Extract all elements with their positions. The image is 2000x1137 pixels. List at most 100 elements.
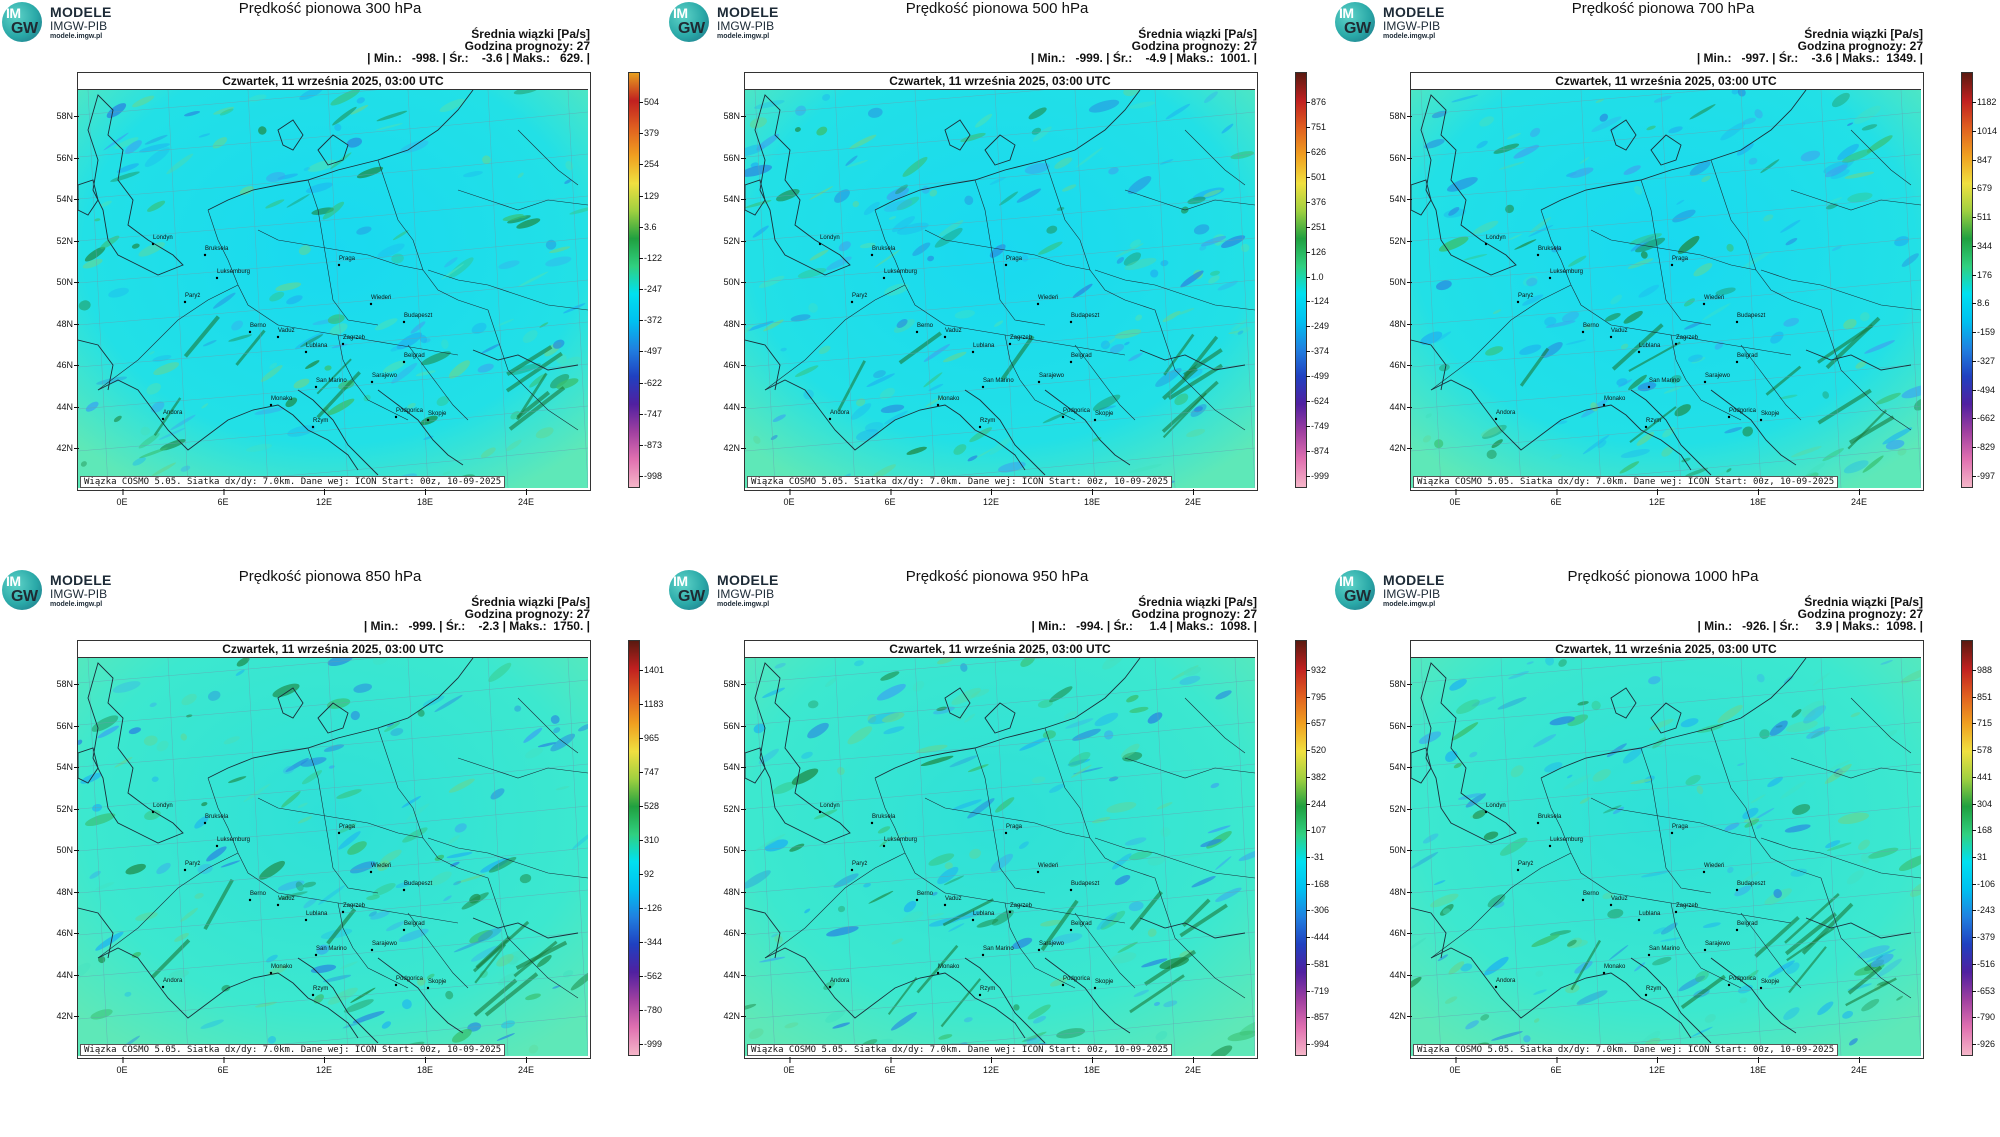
field-patch: [1561, 311, 1580, 323]
coastline: [754, 94, 851, 276]
field-patch: [745, 870, 771, 889]
field-patch: [1448, 961, 1465, 975]
graticule-lon: [1820, 658, 1842, 1056]
city-label: Skopje: [1095, 979, 1114, 985]
lat-tick-label: 58N: [56, 679, 79, 689]
colorbar-tick-label: -780: [638, 1005, 663, 1015]
info-forecast-hour: Godzina prognozy: 27: [1131, 607, 1257, 621]
city-label: Londyn: [820, 803, 840, 809]
field-patch: [745, 199, 772, 209]
imgw-logo[interactable]: IM GW MODELE IMGW-PIB modele.imgw.pl: [2, 2, 132, 46]
field-patch: [902, 911, 924, 923]
map-frame[interactable]: Czwartek, 11 września 2025, 03:00 UTC Lon…: [744, 72, 1258, 491]
imgw-logo[interactable]: IM GW MODELE IMGW-PIB modele.imgw.pl: [669, 2, 799, 46]
field-streak: [1784, 893, 1840, 944]
city-label: Belgrad: [1737, 353, 1758, 359]
country-border: [1760, 837, 1921, 879]
city-label: Sarajewo: [1705, 373, 1731, 379]
colorbar-tick-label: -874: [1305, 446, 1330, 457]
imgw-logo[interactable]: IM GW MODELE IMGW-PIB modele.imgw.pl: [2, 570, 132, 614]
map-frame[interactable]: Czwartek, 11 września 2025, 03:00 UTC Lon…: [744, 640, 1258, 1059]
field-patch: [1031, 127, 1042, 135]
field-patch: [1595, 98, 1605, 104]
field-patch: [1597, 440, 1607, 449]
info-units: Średnia wiązki [Pa/s]: [471, 595, 590, 609]
field-patch: [1831, 92, 1850, 108]
field-patch: [967, 798, 995, 819]
field-patch: [82, 258, 103, 269]
city-label: Podgorica: [1063, 976, 1091, 982]
field-patch: [1507, 233, 1522, 241]
field-patch: [1163, 1000, 1178, 1008]
field-patch: [1040, 919, 1062, 927]
field-patch: [521, 215, 527, 219]
colorbar-tick-label: -873: [638, 439, 663, 450]
imgw-logo[interactable]: IM GW MODELE IMGW-PIB modele.imgw.pl: [1335, 2, 1465, 46]
logo-line3: modele.imgw.pl: [1383, 33, 1436, 40]
field-background: [745, 658, 1255, 1056]
field-patch: [1156, 802, 1173, 810]
map-frame[interactable]: Czwartek, 11 września 2025, 03:00 UTC Lon…: [1410, 72, 1924, 491]
info-forecast-hour: Godzina prognozy: 27: [464, 607, 590, 621]
city-label: Vaduz: [278, 896, 295, 902]
field-patch: [376, 110, 408, 122]
country-border: [1124, 189, 1255, 211]
field-patch: [1128, 464, 1162, 473]
lat-tick-label: 44N: [56, 401, 79, 412]
coastline: [984, 702, 1016, 734]
field-patch: [501, 1020, 515, 1029]
map-frame[interactable]: Czwartek, 11 września 2025, 03:00 UTC Lon…: [77, 640, 591, 1059]
field-patch: [1770, 331, 1784, 344]
logo-mark-bottom: GW: [1344, 588, 1371, 605]
field-patch: [537, 742, 557, 748]
colorbar-tick-label: 1401: [638, 665, 665, 675]
lat-axis: 58N 56N 54N 52N 50N 48N 46N 44N 42N: [707, 72, 746, 489]
lat-tick-label: 58N: [56, 111, 79, 121]
field-patch: [151, 401, 165, 413]
coastline: [87, 662, 184, 844]
field-patch: [300, 334, 324, 348]
field-patch: [1062, 184, 1077, 192]
field-patch: [1100, 340, 1110, 350]
field-patch: [780, 347, 787, 352]
field-patch: [1100, 910, 1126, 930]
city-label: Praga: [1672, 824, 1689, 830]
field-patch: [1717, 704, 1743, 723]
field-patch: [138, 433, 160, 449]
field-patch: [180, 733, 187, 741]
imgw-logo[interactable]: IM GW MODELE IMGW-PIB modele.imgw.pl: [1335, 570, 1465, 614]
field-patch: [555, 785, 570, 791]
field-patch: [453, 880, 462, 886]
country-border: [457, 189, 588, 211]
field-patch: [1867, 847, 1899, 859]
city-dot: [337, 831, 341, 835]
field-patch: [139, 447, 168, 459]
city-label: Sarajewo: [372, 373, 398, 379]
field-patch: [266, 172, 286, 182]
field-background: [745, 90, 1255, 488]
map-frame[interactable]: Czwartek, 11 września 2025, 03:00 UTC Lon…: [1410, 640, 1924, 1059]
lat-tick-label: 52N: [1389, 803, 1412, 814]
field-patch: [1790, 868, 1808, 877]
field-patch: [772, 414, 786, 423]
colorbar-tick-label: -749: [1305, 421, 1330, 432]
field-streak: [1629, 406, 1677, 444]
field-patch: [1850, 712, 1861, 718]
field-patch: [1463, 253, 1488, 261]
lon-tick-label: 12E: [982, 489, 1000, 507]
field-patch: [1746, 969, 1759, 980]
logo-line2: IMGW-PIB: [717, 587, 775, 601]
field-patch: [523, 727, 543, 743]
imgw-logo[interactable]: IM GW MODELE IMGW-PIB modele.imgw.pl: [669, 570, 799, 614]
field-patch: [299, 90, 323, 101]
country-border: [1094, 269, 1255, 311]
field-patch: [268, 965, 287, 976]
city-label: San Marino: [316, 946, 347, 952]
city-label: Lublana: [306, 911, 328, 917]
field-patch: [1208, 275, 1220, 284]
city-dot: [183, 868, 187, 872]
field-patch: [1203, 189, 1222, 198]
field-patch: [1748, 157, 1758, 165]
map-frame[interactable]: Czwartek, 11 września 2025, 03:00 UTC Lon…: [77, 72, 591, 491]
field-patch: [1822, 448, 1845, 462]
